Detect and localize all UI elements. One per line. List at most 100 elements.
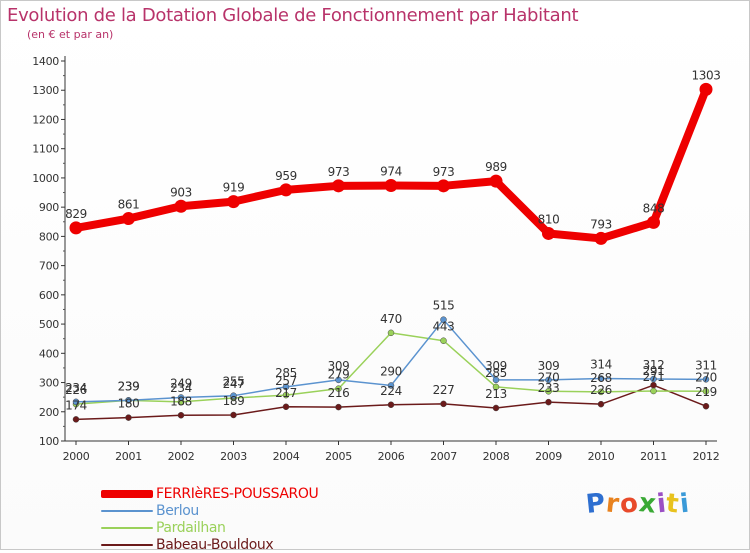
y-tick-label: 400 (39, 347, 59, 360)
data-point (335, 385, 342, 392)
data-point (72, 416, 80, 423)
data-label: 270 (538, 370, 560, 384)
x-tick-label: 2007 (430, 450, 457, 463)
data-label: 974 (380, 165, 402, 179)
data-point (545, 376, 552, 384)
x-tick-label: 2005 (325, 450, 352, 463)
data-label: 257 (275, 374, 297, 388)
data-label: 443 (433, 320, 455, 334)
data-point (597, 375, 605, 382)
data-point (545, 398, 552, 406)
x-tick-label: 2010 (588, 450, 615, 463)
legend-swatch (101, 489, 153, 498)
data-label: 989 (485, 160, 507, 174)
data-label: 188 (170, 394, 192, 408)
x-tick-label: 2009 (535, 450, 562, 463)
data-label: 233 (538, 381, 560, 395)
chart-subtitle: (en € et par an) (27, 28, 114, 41)
legend: FERRIèRES-POUSSAROU Berlou Pardailhan Babea… (101, 485, 319, 553)
data-point (125, 397, 132, 404)
data-point (332, 179, 345, 193)
data-label: 247 (223, 377, 245, 391)
data-label: 309 (328, 359, 350, 373)
data-label: 213 (485, 387, 507, 401)
data-point (492, 376, 500, 384)
x-tick-label: 2001 (115, 450, 142, 463)
data-label: 959 (275, 169, 297, 183)
data-point (440, 400, 447, 408)
x-tick-label: 2008 (483, 450, 510, 463)
y-tick-label: 1200 (32, 113, 59, 126)
data-label: 919 (223, 181, 245, 195)
x-tick-label: 2000 (63, 450, 90, 463)
data-label: 239 (118, 379, 140, 393)
x-tick-label: 2003 (220, 450, 247, 463)
data-label: 227 (433, 383, 455, 397)
data-label: 309 (538, 359, 560, 373)
data-point (545, 388, 552, 395)
data-label: 470 (380, 312, 402, 326)
y-tick-label: 600 (39, 289, 59, 302)
data-point (699, 82, 713, 96)
legend-label: FERRIèRES-POUSSAROU (156, 485, 319, 502)
proxiti-logo: Proxiti (584, 488, 691, 520)
data-point (440, 337, 447, 344)
x-tick-label: 2002 (168, 450, 195, 463)
data-label: 973 (433, 165, 455, 179)
data-point (387, 329, 395, 337)
data-label: 279 (328, 368, 350, 382)
data-point (230, 392, 237, 399)
data-point (489, 174, 503, 188)
x-tick-label: 2011 (640, 450, 667, 463)
y-tick-label: 100 (39, 435, 59, 448)
data-label: 255 (223, 375, 245, 389)
data-label: 291 (643, 364, 665, 378)
legend-entry: Berlou (101, 502, 318, 519)
legend-entry: Babeau-Bouldoux (101, 536, 318, 553)
legend-swatch (101, 526, 153, 529)
data-point (702, 388, 710, 395)
data-point (69, 221, 83, 235)
data-label: 973 (328, 165, 350, 179)
data-label: 219 (695, 385, 717, 399)
data-point (492, 404, 500, 412)
legend-entry: FERRIèRES-POUSSAROU (101, 485, 319, 502)
data-label: 1303 (692, 68, 721, 82)
data-point (597, 400, 605, 408)
data-point (335, 403, 342, 411)
data-point (335, 376, 342, 384)
data-point (542, 226, 555, 240)
data-point (384, 179, 398, 193)
data-point (647, 215, 660, 229)
x-tick-label: 2012 (693, 450, 720, 463)
data-label: 180 (118, 397, 140, 411)
data-label: 217 (275, 386, 297, 400)
legend-label: Babeau-Bouldoux (156, 536, 274, 553)
chart-title: Evolution de la Dotation Globale de Fonc… (7, 5, 579, 26)
data-label: 189 (223, 394, 245, 408)
data-label: 268 (590, 371, 612, 385)
data-label: 314 (590, 357, 612, 371)
data-label: 239 (118, 379, 140, 393)
data-label: 793 (590, 217, 612, 231)
data-label: 270 (695, 370, 717, 384)
data-point (177, 412, 185, 419)
data-label: 290 (380, 364, 402, 378)
data-point (597, 388, 605, 396)
data-point (279, 183, 293, 197)
data-point (282, 383, 290, 391)
legend-swatch (101, 543, 153, 546)
data-point (437, 179, 450, 193)
data-label: 309 (485, 359, 507, 373)
y-tick-label: 1100 (32, 143, 59, 156)
data-point (440, 316, 447, 323)
data-point (650, 375, 657, 383)
data-point (702, 402, 710, 410)
data-point (122, 212, 135, 226)
data-label: 174 (65, 398, 87, 412)
data-point (282, 403, 290, 411)
data-label: 312 (643, 358, 665, 372)
y-tick-label: 1400 (32, 55, 59, 68)
data-label: 224 (380, 384, 402, 398)
